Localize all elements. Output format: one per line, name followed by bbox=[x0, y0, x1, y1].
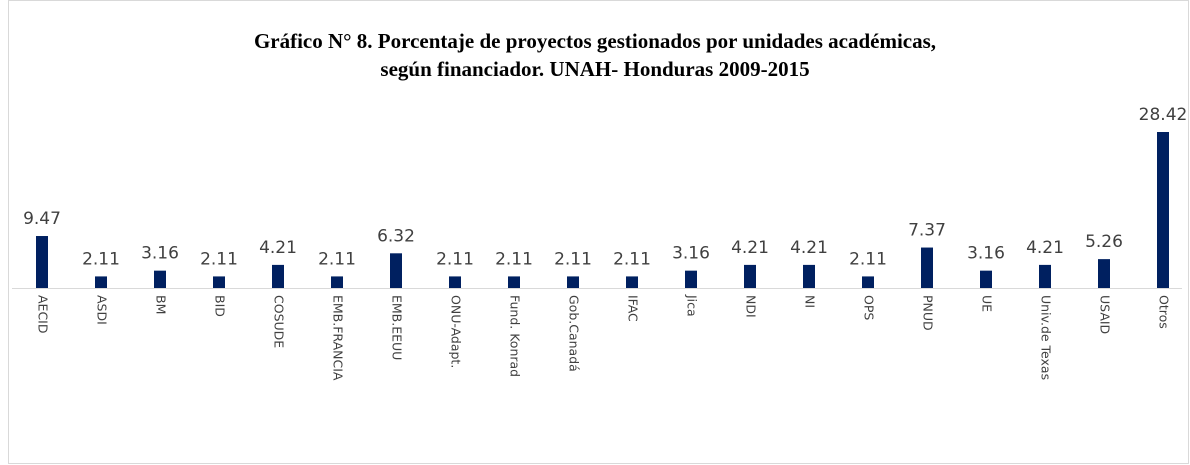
category-label: BM bbox=[154, 295, 169, 314]
bar bbox=[449, 276, 461, 288]
value-label: 2.11 bbox=[200, 249, 238, 269]
value-label: 5.26 bbox=[1085, 232, 1123, 252]
value-label: 2.11 bbox=[82, 249, 120, 269]
category-label: NI bbox=[803, 295, 818, 308]
category-label: AECID bbox=[36, 295, 51, 334]
bar bbox=[390, 253, 402, 288]
value-label: 3.16 bbox=[967, 244, 1005, 264]
value-label: 3.16 bbox=[672, 244, 710, 264]
bar bbox=[744, 264, 756, 288]
value-label: 2.11 bbox=[436, 249, 474, 269]
value-label: 28.42 bbox=[1139, 105, 1188, 125]
bar bbox=[1039, 264, 1051, 288]
bar bbox=[980, 270, 992, 288]
bar bbox=[272, 264, 284, 288]
category-label: BID bbox=[213, 295, 228, 317]
bar bbox=[154, 270, 166, 288]
value-label: 4.21 bbox=[790, 238, 828, 258]
bar bbox=[1098, 259, 1110, 288]
chart-title: Gráfico N° 8. Porcentaje de proyectos ge… bbox=[254, 29, 936, 53]
value-label: 2.11 bbox=[554, 249, 592, 269]
category-label: Gob.Canadá bbox=[567, 295, 582, 372]
category-label: UE bbox=[980, 295, 995, 312]
value-label: 2.11 bbox=[318, 249, 356, 269]
value-label: 9.47 bbox=[23, 209, 61, 229]
value-label: 4.21 bbox=[259, 238, 297, 258]
category-label: OPS bbox=[862, 295, 877, 320]
value-label: 6.32 bbox=[377, 226, 415, 246]
category-label: IFAC bbox=[626, 295, 641, 322]
bar bbox=[95, 276, 107, 288]
category-label: Univ.de Texas bbox=[1039, 295, 1054, 380]
value-label: 4.21 bbox=[731, 238, 769, 258]
value-label: 4.21 bbox=[1026, 238, 1064, 258]
value-label: 7.37 bbox=[908, 221, 946, 241]
value-label: 2.11 bbox=[613, 249, 651, 269]
chart-title: según financiador. UNAH- Honduras 2009-2… bbox=[380, 57, 809, 81]
value-label: 3.16 bbox=[141, 244, 179, 264]
category-label: PNUD bbox=[921, 295, 936, 331]
bar bbox=[626, 276, 638, 288]
bar bbox=[1157, 132, 1169, 288]
value-label: 2.11 bbox=[849, 249, 887, 269]
bar bbox=[213, 276, 225, 288]
category-label: NDI bbox=[744, 295, 759, 318]
category-label: ONU-Adapt. bbox=[449, 295, 464, 368]
category-label: ASDI bbox=[95, 295, 110, 325]
value-label: 2.11 bbox=[495, 249, 533, 269]
bar bbox=[567, 276, 579, 288]
bar bbox=[862, 276, 874, 288]
bar bbox=[803, 264, 815, 288]
category-label: Otros bbox=[1157, 295, 1172, 329]
bar bbox=[685, 270, 697, 288]
bar bbox=[331, 276, 343, 288]
chart-frame bbox=[8, 0, 1189, 464]
category-label: Fund. Konrad bbox=[508, 295, 523, 377]
category-label: USAID bbox=[1098, 295, 1113, 334]
bar bbox=[508, 276, 520, 288]
category-label: COSUDE bbox=[272, 295, 287, 348]
bar bbox=[921, 247, 933, 288]
category-label: EMB.EEUU bbox=[390, 295, 405, 360]
category-label: EMB.FRANCIA bbox=[331, 295, 346, 381]
bar bbox=[36, 236, 48, 288]
category-label: Jica bbox=[685, 294, 700, 317]
